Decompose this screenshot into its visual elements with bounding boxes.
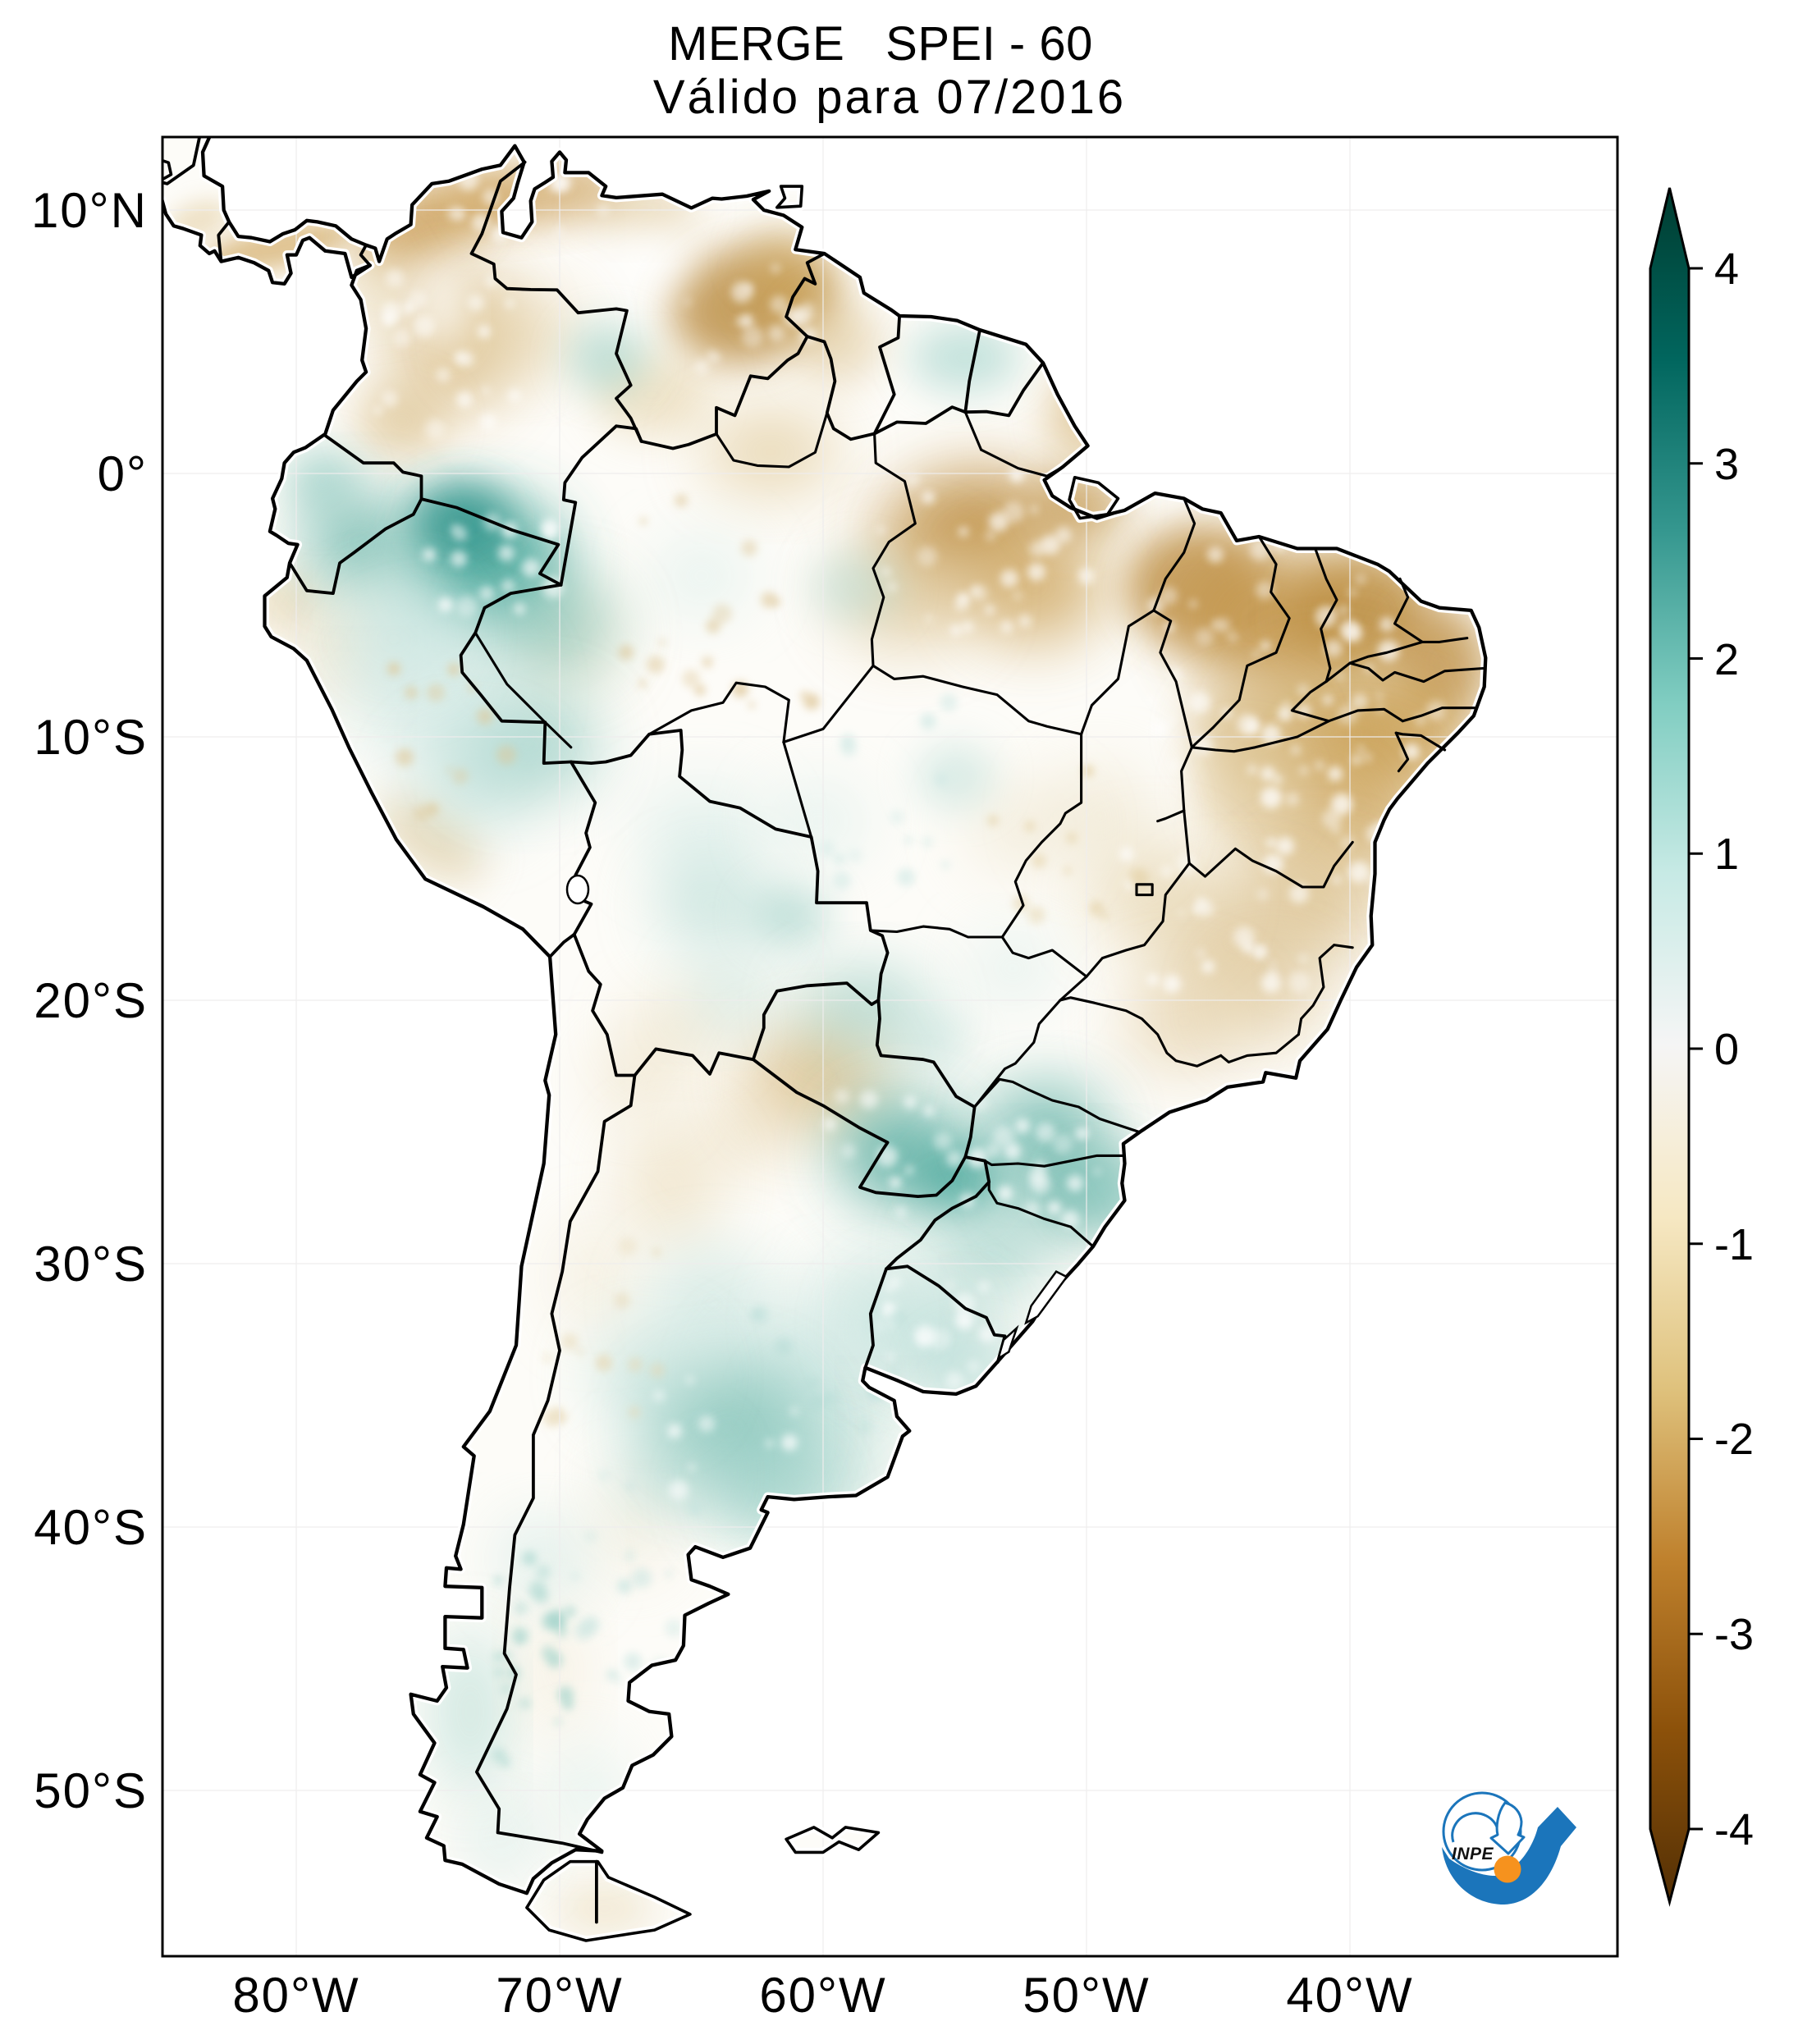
svg-text:-1: -1 — [1714, 1220, 1754, 1269]
svg-text:80°W: 80°W — [232, 1968, 359, 2023]
svg-text:10°N: 10°N — [31, 183, 148, 238]
svg-text:INPE: INPE — [1452, 1845, 1494, 1863]
svg-text:10°S: 10°S — [34, 710, 148, 765]
svg-text:-4: -4 — [1714, 1805, 1754, 1854]
svg-text:Válido para 07/2016: Válido para 07/2016 — [653, 71, 1126, 124]
svg-text:30°S: 30°S — [34, 1237, 148, 1292]
svg-text:50°W: 50°W — [1023, 1968, 1150, 2023]
svg-text:20°S: 20°S — [34, 973, 148, 1028]
svg-text:1: 1 — [1714, 830, 1739, 879]
svg-text:-3: -3 — [1714, 1610, 1754, 1659]
svg-text:MERGE SPEI - 60: MERGE SPEI - 60 — [668, 17, 1093, 71]
svg-text:-2: -2 — [1714, 1415, 1754, 1464]
svg-text:70°W: 70°W — [496, 1968, 623, 2023]
svg-text:4: 4 — [1714, 245, 1739, 294]
svg-text:0: 0 — [1714, 1025, 1739, 1074]
svg-text:0°: 0° — [98, 446, 148, 501]
svg-text:60°W: 60°W — [759, 1968, 886, 2023]
svg-text:2: 2 — [1714, 635, 1739, 684]
svg-text:50°S: 50°S — [34, 1763, 148, 1818]
svg-text:3: 3 — [1714, 440, 1739, 489]
svg-text:40°S: 40°S — [34, 1500, 148, 1555]
svg-text:40°W: 40°W — [1286, 1968, 1413, 2023]
